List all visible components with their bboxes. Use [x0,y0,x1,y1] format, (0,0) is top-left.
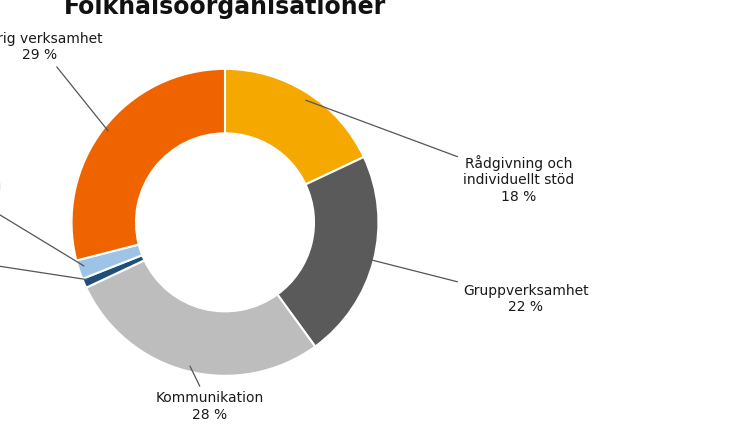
Wedge shape [82,255,145,288]
Text: Övrig verksamhet
29 %: Övrig verksamhet 29 % [0,30,108,131]
Wedge shape [225,69,364,184]
Wedge shape [71,69,225,261]
Text: Intressebevakning
och påverkansarbete
1 %: Intressebevakning och påverkansarbete 1 … [0,229,88,280]
Text: Utbildning
2 %: Utbildning 2 % [0,180,84,266]
Wedge shape [86,260,315,376]
Wedge shape [278,157,379,347]
Text: Rådgivning och
individuellt stöd
18 %: Rådgivning och individuellt stöd 18 % [306,100,574,204]
Title: Folkhälsoorganisationer: Folkhälsoorganisationer [64,0,386,19]
Text: Kommunikation
28 %: Kommunikation 28 % [155,366,264,422]
Wedge shape [76,245,142,279]
Text: Gruppverksamhet
22 %: Gruppverksamhet 22 % [369,259,589,314]
